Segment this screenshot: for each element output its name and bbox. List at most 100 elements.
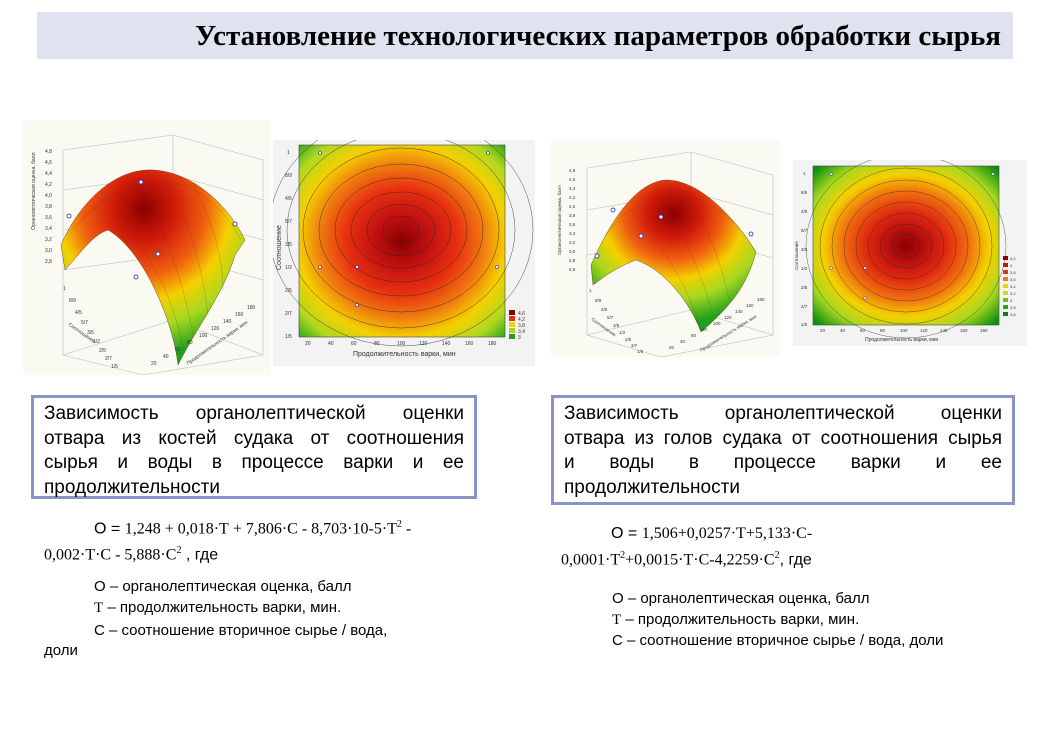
legend-o: О – органолептическая оценка, балл [612, 590, 870, 607]
y-tick: 2/5 [801, 285, 808, 290]
z-tick: 3,6 [569, 222, 576, 227]
x-tick: 180 [488, 341, 497, 347]
t-tick: 40 [163, 354, 169, 360]
y-tick: 1/2 [285, 265, 292, 271]
left-surface-plot: 4,8 4,6 4,4 4,2 4,0 3,8 3,6 3,4 3,2 3,0 … [23, 120, 271, 376]
left-surface-z-label: Органолептическая оценка, балл [31, 152, 37, 230]
right-contour-x-ticks: 20 40 60 80 100 120 140 160 180 [820, 328, 988, 333]
t-tick: 100 [713, 321, 721, 326]
x-tick: 40 [328, 341, 334, 347]
legend-label: 3 [518, 335, 521, 341]
legend-label: 4,2 [518, 317, 525, 323]
legend-label: 3,4 [518, 329, 525, 335]
right-contour-legend: 4,2 4 3,8 3,6 3,4 3,2 3 2,8 2,6 [1003, 256, 1016, 317]
c-tick: 8/9 [595, 298, 602, 303]
left-contour-points [318, 151, 499, 307]
formula-prefix: О = [94, 520, 125, 538]
formula-math: 0,002·Т·С - 5,888·С [44, 546, 177, 564]
right-contour-plot: 1 8/9 4/5 5/7 3/5 1/2 2/5 2/7 1/5 Соотно… [793, 153, 1027, 346]
y-tick: 5/7 [801, 228, 808, 233]
left-contour-y-ticks: 1 8/9 4/5 5/7 3/5 1/2 2/5 2/7 1/5 [285, 150, 292, 340]
left-surface-svg: 4,8 4,6 4,4 4,2 4,0 3,8 3,6 3,4 3,2 3,0 … [31, 134, 264, 376]
z-tick: 2,8 [569, 258, 576, 263]
formula-end: , где [181, 546, 219, 564]
t-tick: 100 [199, 333, 208, 339]
right-contour-lines [805, 153, 1007, 339]
right-surface-svg: 4,8 4,6 4,4 4,2 4,0 3,8 3,6 3,4 3,2 3,0 … [557, 151, 774, 358]
left-contour-x-ticks: 20 40 60 80 100 120 140 160 180 [305, 341, 497, 347]
legend-t: Т – продолжительность варки, мин. [612, 610, 859, 630]
z-tick: 3,4 [45, 226, 52, 232]
z-tick: 4,6 [569, 177, 576, 182]
z-tick: 4,0 [569, 204, 576, 209]
right-surface-mesh [590, 179, 757, 333]
z-tick: 4,6 [45, 160, 52, 166]
y-tick: 2/5 [285, 288, 292, 294]
y-tick: 2/7 [285, 311, 292, 317]
legend-label: 3,2 [1010, 291, 1016, 296]
left-caption: Зависимость органолептической оценки отв… [31, 395, 477, 499]
legend-t-text: – продолжительность варки, мин. [103, 599, 342, 616]
y-tick: 1 [287, 150, 290, 156]
y-tick: 1/2 [801, 266, 808, 271]
y-tick: 1/5 [285, 334, 292, 340]
left-contour-legend: 4,6 4,2 3,8 3,4 3 [509, 310, 525, 341]
caption-line: и воды в процессе варки и ее [564, 452, 1002, 473]
t-tick: 140 [735, 309, 743, 314]
right-contour-svg: 1 8/9 4/5 5/7 3/5 1/2 2/5 2/7 1/5 Соотно… [794, 153, 1016, 343]
y-tick: 4/5 [801, 209, 808, 214]
z-tick: 4,2 [45, 182, 52, 188]
right-surface-plot: 4,8 4,6 4,4 4,2 4,0 3,8 3,6 3,4 3,2 3,0 … [551, 140, 780, 358]
z-tick: 4,4 [569, 186, 576, 191]
c-tick: 5/7 [607, 315, 614, 320]
z-tick: 3,2 [569, 240, 576, 245]
right-contour-y-ticks: 1 8/9 4/5 5/7 3/5 1/2 2/5 2/7 1/5 [801, 171, 808, 327]
t-tick: 20 [669, 345, 675, 350]
z-tick: 4,8 [569, 168, 576, 173]
x-tick: 20 [820, 328, 826, 333]
x-tick: 20 [305, 341, 311, 347]
formula-math: 0,0001·Т [561, 551, 621, 569]
formula-end: , где [779, 551, 812, 569]
c-tick: 4/5 [75, 310, 82, 316]
legend-label: 3,6 [1010, 277, 1016, 282]
caption-line: отвара из костей судака от соотношения [44, 427, 464, 449]
x-tick: 60 [351, 341, 357, 347]
y-tick: 8/9 [285, 173, 292, 179]
legend-t-symbol: Т [94, 600, 104, 616]
t-tick: 80 [187, 340, 193, 346]
right-surface-t-ticks: 20 40 60 80 100 120 140 160 180 [669, 297, 765, 350]
c-tick: 1/2 [93, 339, 100, 345]
t-tick: 80 [702, 327, 708, 332]
c-tick: 2/7 [631, 343, 638, 348]
y-tick: 2/7 [801, 304, 808, 309]
z-tick: 3,8 [45, 204, 52, 210]
caption-line: продолжительности [44, 476, 220, 498]
x-tick: 60 [860, 328, 866, 333]
z-tick: 3,4 [569, 231, 576, 236]
z-tick: 2,8 [45, 259, 52, 265]
right-surface-points [594, 207, 754, 259]
title-bar: Установление технологических параметров … [37, 12, 1013, 59]
legend-label: 2,8 [1010, 305, 1016, 310]
y-tick: 3/5 [285, 242, 292, 248]
caption-line: сырья и воды в процессе варки и ее [44, 452, 464, 473]
c-tick: 1 [63, 286, 66, 292]
legend-t-symbol: Т [612, 612, 622, 628]
z-tick: 4,0 [45, 193, 52, 199]
x-tick: 160 [960, 328, 968, 333]
left-surface-mesh [60, 169, 246, 366]
left-surface-points [66, 179, 238, 280]
t-tick: 180 [757, 297, 765, 302]
t-tick: 180 [247, 305, 256, 311]
right-surface-z-ticks: 4,8 4,6 4,4 4,2 4,0 3,8 3,6 3,4 3,2 3,0 … [569, 168, 576, 272]
legend-t-text: – продолжительность варки, мин. [621, 611, 860, 628]
left-contour-y-label: Соотношение [276, 225, 283, 270]
y-tick: 1 [803, 171, 806, 176]
z-tick: 4,8 [45, 149, 52, 155]
c-tick: 1/2 [619, 330, 626, 335]
legend-o: О – органолептическая оценка, балл [94, 578, 352, 595]
caption-line: Зависимость органолептической оценки [564, 403, 1002, 424]
right-surface-c-ticks: 1 8/9 4/5 5/7 3/5 1/2 2/5 2/7 1/5 [589, 288, 644, 354]
caption-line: продолжительности [564, 476, 740, 498]
